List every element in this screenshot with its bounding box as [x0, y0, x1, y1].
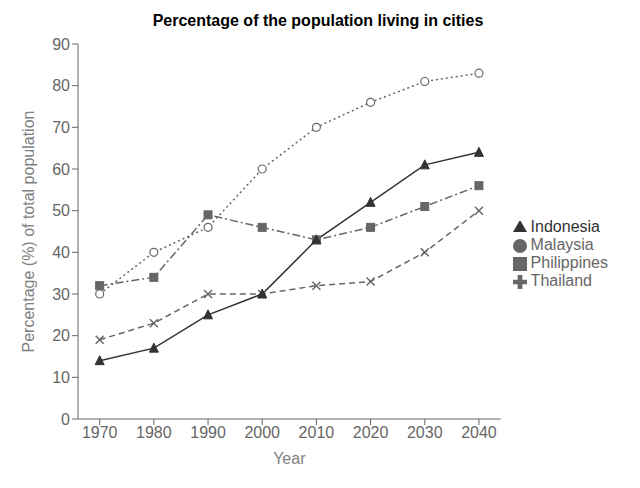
svg-text:1990: 1990 [190, 424, 226, 441]
svg-text:2000: 2000 [244, 424, 280, 441]
svg-text:Percentage (%) of total popula: Percentage (%) of total population [20, 111, 37, 353]
svg-text:2030: 2030 [407, 424, 443, 441]
svg-text:30: 30 [52, 286, 70, 303]
html-text:Thailand: Thailand [530, 272, 592, 289]
svg-text:10: 10 [52, 369, 70, 386]
html-text:Malaysia: Malaysia [530, 236, 594, 253]
svg-text:1970: 1970 [82, 424, 118, 441]
svg-text:70: 70 [52, 119, 70, 136]
html-text:Indonesia: Indonesia [530, 218, 600, 235]
svg-text:2040: 2040 [461, 424, 497, 441]
svg-text:2020: 2020 [353, 424, 389, 441]
svg-text:50: 50 [52, 202, 70, 219]
svg-text:90: 90 [52, 36, 70, 53]
svg-text:Year: Year [273, 450, 306, 467]
svg-text:1980: 1980 [136, 424, 172, 441]
svg-text:20: 20 [52, 327, 70, 344]
html-text:Percentage of the population l: Percentage of the population living in c… [152, 12, 484, 29]
svg-text:40: 40 [52, 244, 70, 261]
svg-text:0: 0 [61, 411, 70, 428]
html-text:Philippines: Philippines [530, 254, 608, 271]
svg-text:80: 80 [52, 77, 70, 94]
svg-text:2010: 2010 [299, 424, 335, 441]
svg-text:60: 60 [52, 161, 70, 178]
